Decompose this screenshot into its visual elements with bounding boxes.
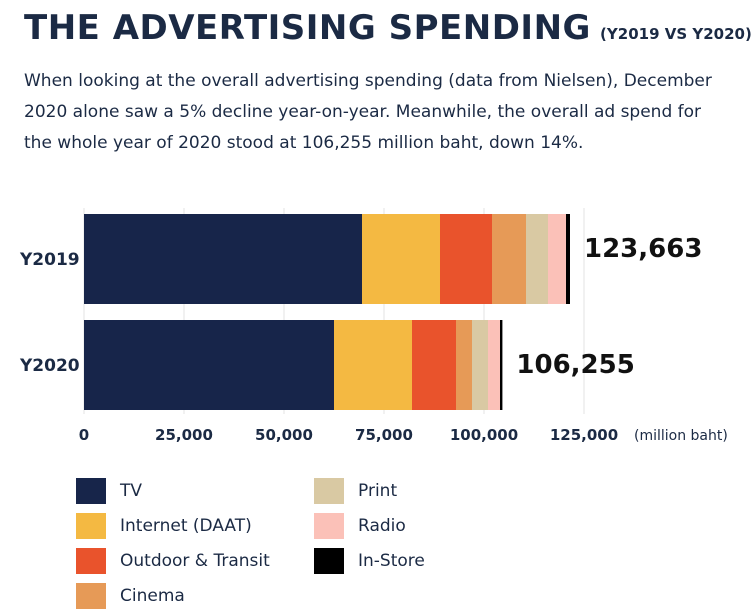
chart-title: THE ADVERTISING SPENDING xyxy=(24,8,591,48)
x-tick-label: 125,000 xyxy=(550,426,618,444)
bar-segment-in-store xyxy=(500,320,503,410)
bar-segment-print xyxy=(472,320,488,410)
bar-segment-internet-daat xyxy=(362,214,440,304)
legend-label: Radio xyxy=(358,516,406,536)
legend-swatch xyxy=(76,548,106,574)
bar-segment-radio xyxy=(548,214,566,304)
legend-label: Outdoor & Transit xyxy=(120,551,270,571)
total-label: 123,663 xyxy=(584,234,702,264)
x-tick-label: 75,000 xyxy=(355,426,413,444)
bar-segment-internet-daat xyxy=(334,320,412,410)
legend-label: In-Store xyxy=(358,551,425,571)
bar-segment-cinema xyxy=(456,320,472,410)
bar-segment-print xyxy=(526,214,548,304)
legend-swatch xyxy=(76,478,106,504)
legend-label: Cinema xyxy=(120,586,185,606)
x-unit-label: (million baht) xyxy=(634,428,728,444)
legend-swatch xyxy=(76,583,106,609)
legend-swatch xyxy=(314,478,344,504)
bar-segment-cinema xyxy=(492,214,526,304)
x-tick-label: 50,000 xyxy=(255,426,313,444)
x-tick-label: 25,000 xyxy=(155,426,213,444)
title-row: THE ADVERTISING SPENDING (Y2019 VS Y2020… xyxy=(24,8,752,48)
category-label: Y2020 xyxy=(19,356,80,376)
x-tick-label: 0 xyxy=(79,426,89,444)
total-label: 106,255 xyxy=(516,350,634,380)
chart-subtitle: (Y2019 VS Y2020) xyxy=(600,25,752,43)
category-label: Y2019 xyxy=(19,250,80,270)
description-text: When looking at the overall advertising … xyxy=(24,71,712,153)
bar-segment-in-store xyxy=(566,214,570,304)
bar-segment-outdoor-transit xyxy=(440,214,492,304)
x-tick-label: 100,000 xyxy=(450,426,518,444)
bar-segment-tv xyxy=(84,214,362,304)
legend-label: Print xyxy=(358,481,398,501)
legend-label: Internet (DAAT) xyxy=(120,516,252,536)
bar-segment-outdoor-transit xyxy=(412,320,456,410)
bar-segment-radio xyxy=(488,320,500,410)
legend-swatch xyxy=(314,513,344,539)
legend-label: TV xyxy=(120,481,143,501)
bar-segment-tv xyxy=(84,320,334,410)
legend-swatch xyxy=(76,513,106,539)
legend-swatch xyxy=(314,548,344,574)
